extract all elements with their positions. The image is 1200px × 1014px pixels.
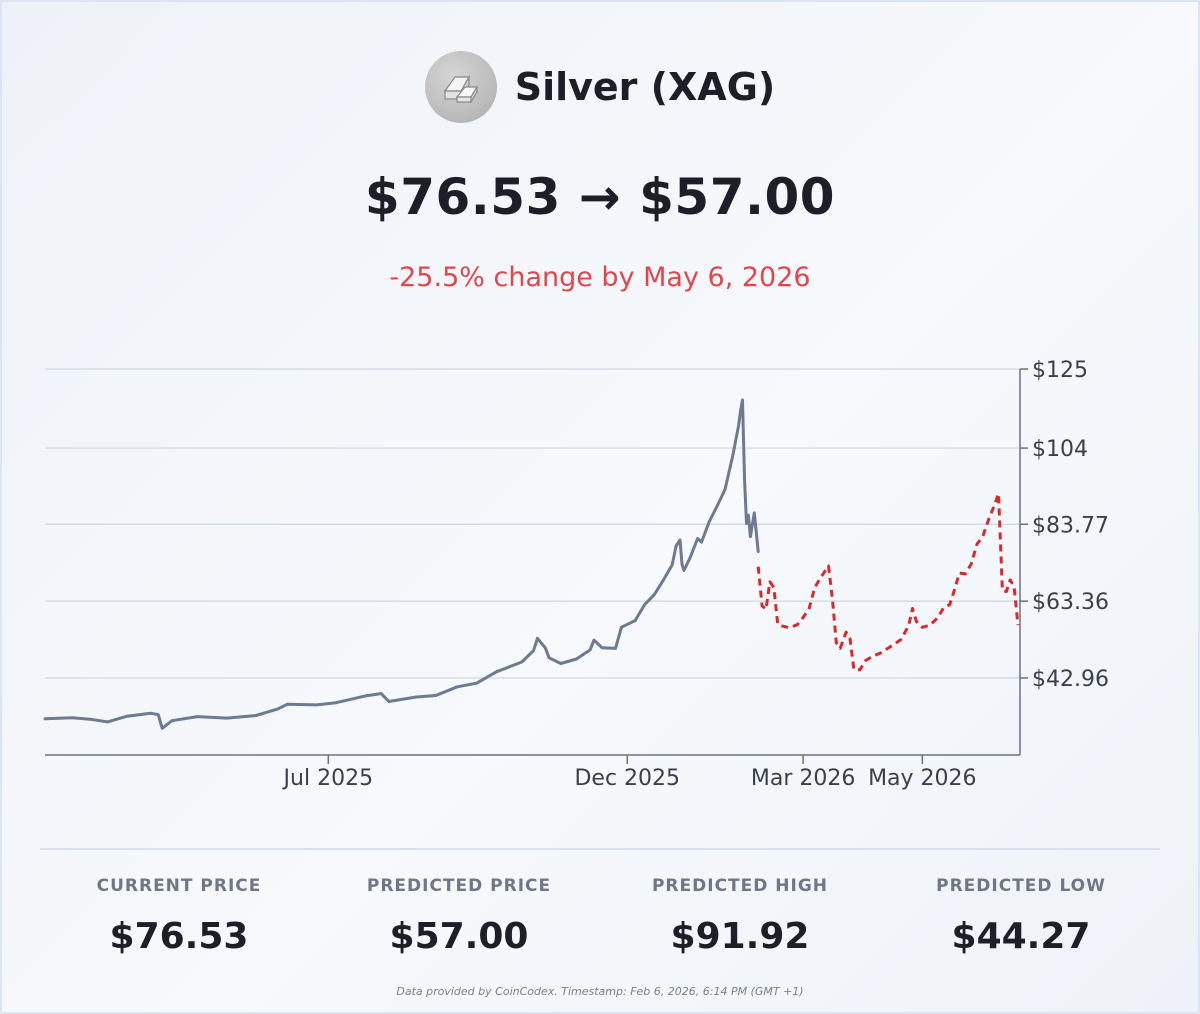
y-tick-label: $42.96 <box>1032 667 1109 692</box>
stat-predicted-price: PREDICTED PRICE $57.00 <box>329 876 589 957</box>
stats-divider <box>40 848 1160 850</box>
stat-current-price: CURRENT PRICE $76.53 <box>49 876 309 957</box>
y-tick-label: $125 <box>1032 358 1088 383</box>
x-tick-label: May 2026 <box>868 766 976 791</box>
silver-bars-icon <box>424 51 497 123</box>
stat-label: PREDICTED LOW <box>936 876 1106 896</box>
stat-value: $91.92 <box>670 916 810 957</box>
arrow-icon: → <box>578 168 622 226</box>
asset-header: Silver (XAG) <box>0 50 1200 124</box>
stat-predicted-high: PREDICTED HIGH $91.92 <box>610 876 870 957</box>
price-prediction: $76.53 → $57.00 <box>0 168 1200 226</box>
stat-label: PREDICTED PRICE <box>366 876 552 896</box>
data-source-footer: Data provided by CoinCodex. Timestamp: F… <box>396 985 804 998</box>
current-price-headline: $76.53 <box>364 168 561 226</box>
y-tick-label: $83.77 <box>1032 513 1109 538</box>
price-chart: $125 $104 $83.77 $63.36 $42.96 Jul 2025 Dec 20… <box>43 358 1109 791</box>
y-tick-label: $104 <box>1032 437 1088 462</box>
stats-row: CURRENT PRICE $76.53 PREDICTED PRICE $57… <box>0 876 1200 966</box>
y-tick-label: $63.36 <box>1032 590 1109 615</box>
stat-value: $57.00 <box>389 916 529 957</box>
change-text: -25.5% change by May 6, 2026 <box>389 262 811 293</box>
stat-predicted-low: PREDICTED LOW $44.27 <box>891 876 1151 957</box>
stat-value: $76.53 <box>109 916 249 957</box>
x-tick-label: Jul 2025 <box>282 766 374 791</box>
x-tick-label: Dec 2025 <box>574 766 680 791</box>
asset-title: Silver (XAG) <box>514 65 776 109</box>
forecast-price-line <box>756 492 1020 672</box>
stat-value: $44.27 <box>951 916 1091 957</box>
predicted-price-headline: $57.00 <box>639 168 836 226</box>
stat-label: CURRENT PRICE <box>96 876 262 896</box>
x-tick-label: Mar 2026 <box>751 766 856 791</box>
historical-price-line <box>43 398 760 730</box>
stat-label: PREDICTED HIGH <box>651 876 829 896</box>
